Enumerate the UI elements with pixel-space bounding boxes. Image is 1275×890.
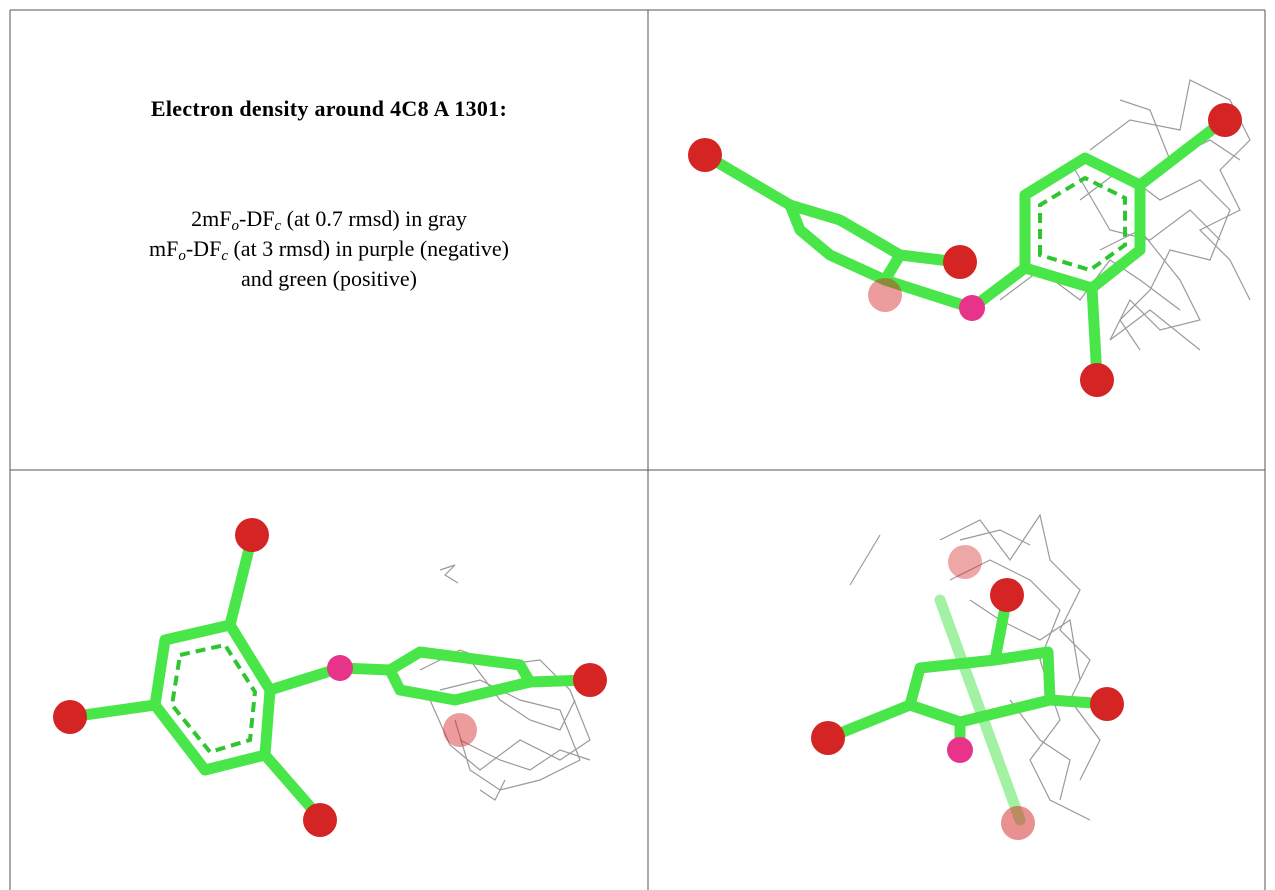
molecule-view-2 — [53, 518, 607, 837]
caption-line: mFo-DFc (at 3 rmsd) in purple (negative) — [10, 234, 648, 264]
caption-text: mF — [149, 236, 178, 261]
caption-text: (at 0.7 rmsd) in gray — [281, 206, 467, 231]
page: {"panel": {"title": "Electron density ar… — [0, 0, 1275, 890]
molecule-view-1 — [688, 80, 1250, 397]
molecule-view-3 — [811, 515, 1124, 840]
caption-text: and green (positive) — [241, 266, 417, 291]
subscript: c — [221, 248, 228, 264]
caption-line: 2mFo-DFc (at 0.7 rmsd) in gray — [10, 204, 648, 234]
caption-text: (at 3 rmsd) in purple (negative) — [228, 236, 509, 261]
caption-text: 2mF — [191, 206, 231, 231]
panel-title: Electron density around 4C8 A 1301: — [10, 96, 648, 122]
subscript: o — [232, 218, 240, 234]
caption-line: and green (positive) — [10, 264, 648, 294]
subscript: o — [178, 248, 186, 264]
caption-text: -DF — [239, 206, 274, 231]
caption-text: -DF — [186, 236, 221, 261]
figure-grid — [0, 0, 1275, 890]
